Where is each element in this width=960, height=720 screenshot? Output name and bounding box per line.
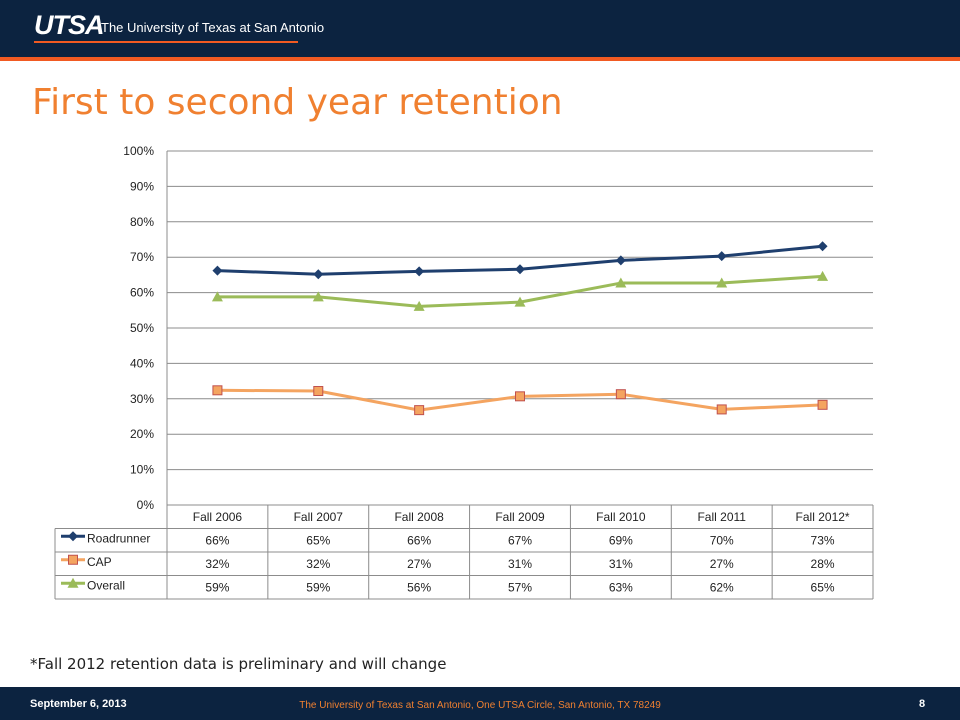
y-tick-label: 50% — [130, 321, 154, 335]
category-label: Fall 2007 — [294, 510, 344, 524]
cap-point — [615, 389, 626, 400]
cap-table-value: 32% — [306, 557, 330, 571]
y-tick-label: 60% — [130, 286, 154, 300]
overall-table-value: 63% — [609, 580, 633, 594]
roadrunner-point — [716, 251, 727, 262]
cap-table-value: 27% — [710, 557, 734, 571]
y-tick-label: 0% — [137, 498, 155, 512]
overall-point — [211, 291, 223, 302]
header-bar: UTSA The University of Texas at San Anto… — [0, 0, 960, 57]
overall-point — [615, 277, 627, 288]
overall-point — [514, 296, 526, 307]
university-name: The University of Texas at San Antonio — [101, 20, 325, 35]
y-tick-label: 100% — [123, 144, 154, 158]
overall-point — [716, 277, 728, 288]
header-accent-stripe — [0, 57, 960, 61]
category-label: Fall 2012* — [796, 510, 850, 524]
overall-point — [312, 291, 324, 302]
category-label: Fall 2006 — [193, 510, 243, 524]
cap-point — [414, 405, 425, 416]
roadrunner-table-value: 69% — [609, 533, 633, 547]
overall-point — [817, 270, 829, 281]
roadrunner-table-value: 66% — [407, 533, 431, 547]
y-tick-label: 20% — [130, 427, 154, 441]
overall-table-value: 59% — [205, 580, 229, 594]
cap-table-value: 31% — [508, 557, 532, 571]
overall-legend-label: Overall — [87, 578, 125, 592]
cap-point — [817, 399, 828, 410]
roadrunner-table-value: 70% — [710, 533, 734, 547]
cap-legend-marker — [68, 554, 78, 565]
overall-point — [413, 300, 425, 311]
roadrunner-point — [615, 255, 626, 266]
y-tick-label: 40% — [130, 356, 154, 370]
overall-table-value: 59% — [306, 580, 330, 594]
roadrunner-point — [212, 265, 223, 276]
cap-table-value: 32% — [205, 557, 229, 571]
footer-date: September 6, 2013 — [30, 698, 127, 710]
category-label: Fall 2008 — [394, 510, 444, 524]
cap-point — [313, 386, 324, 397]
cap-point — [212, 385, 223, 396]
roadrunner-table-value: 67% — [508, 533, 532, 547]
footnote: *Fall 2012 retention data is preliminary… — [30, 655, 447, 673]
logo-underline — [34, 41, 298, 43]
roadrunner-point — [515, 264, 525, 275]
roadrunner-legend-label: Roadrunner — [87, 531, 150, 545]
cap-table-value: 28% — [811, 557, 835, 571]
cap-table-value: 27% — [407, 557, 431, 571]
footer-bar: September 6, 2013 The University of Texa… — [0, 687, 960, 720]
overall-table-value: 65% — [811, 580, 835, 594]
category-label: Fall 2009 — [495, 510, 545, 524]
y-tick-label: 70% — [130, 250, 154, 264]
roadrunner-point — [313, 269, 324, 280]
y-tick-label: 80% — [130, 215, 154, 229]
page-number: 8 — [919, 698, 926, 710]
roadrunner-legend-marker — [68, 531, 78, 542]
utsa-logo: UTSA — [34, 10, 104, 40]
roadrunner-point — [817, 241, 828, 252]
cap-point — [716, 404, 727, 415]
footer-address: The University of Texas at San Antonio, … — [299, 700, 661, 711]
cap-table-value: 31% — [609, 557, 633, 571]
cap-point — [515, 391, 525, 402]
category-label: Fall 2011 — [697, 510, 746, 524]
cap-legend-label: CAP — [87, 555, 112, 569]
overall-legend-marker — [67, 577, 79, 588]
roadrunner-table-value: 73% — [811, 533, 835, 547]
roadrunner-table-value: 65% — [306, 533, 330, 547]
category-label: Fall 2010 — [596, 510, 646, 524]
overall-table-value: 62% — [710, 580, 734, 594]
overall-table-value: 57% — [508, 580, 532, 594]
y-tick-label: 90% — [130, 179, 154, 193]
roadrunner-point — [414, 266, 425, 277]
overall-table-value: 56% — [407, 580, 431, 594]
roadrunner-table-value: 66% — [205, 533, 229, 547]
slide-title: First to second year retention — [32, 82, 563, 123]
y-tick-label: 10% — [130, 463, 154, 477]
y-tick-label: 30% — [130, 392, 154, 406]
